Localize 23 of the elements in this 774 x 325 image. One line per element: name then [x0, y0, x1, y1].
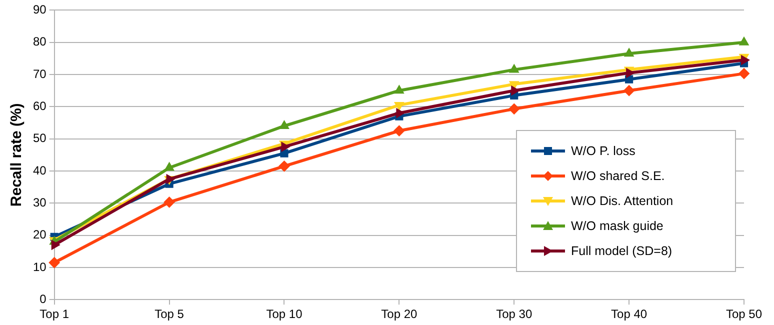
x-tick-label: Top 50	[726, 307, 762, 322]
y-axis-title: Recall rate (%)	[8, 103, 26, 207]
y-tick-label: 70	[32, 66, 47, 81]
y-tick-label: 10	[32, 260, 47, 274]
x-tick-label: Top 5	[154, 307, 184, 322]
legend-label: W/O P. loss	[571, 144, 636, 158]
x-tick-label: Top 40	[611, 307, 648, 322]
legend-label: W/O Dis. Attention	[571, 194, 674, 208]
x-tick-label: Top 1	[40, 307, 70, 322]
y-tick-label: 80	[32, 34, 47, 49]
x-tick-label: Top 10	[266, 307, 303, 322]
legend-label: Full model (SD=8)	[571, 244, 672, 258]
x-tick-label: Top 30	[496, 307, 532, 322]
y-tick-label: 20	[32, 228, 47, 242]
y-tick-label: 60	[32, 98, 47, 113]
x-tick-label: Top 20	[381, 307, 418, 322]
y-tick-label: 30	[32, 195, 47, 210]
legend-label: W/O shared S.E.	[571, 169, 665, 184]
legend-label: W/O mask guide	[571, 218, 664, 233]
y-tick-label: 0	[40, 292, 47, 306]
y-tick-label: 50	[32, 131, 47, 146]
y-tick-label: 40	[32, 163, 47, 178]
y-tick-label: 90	[32, 2, 47, 17]
